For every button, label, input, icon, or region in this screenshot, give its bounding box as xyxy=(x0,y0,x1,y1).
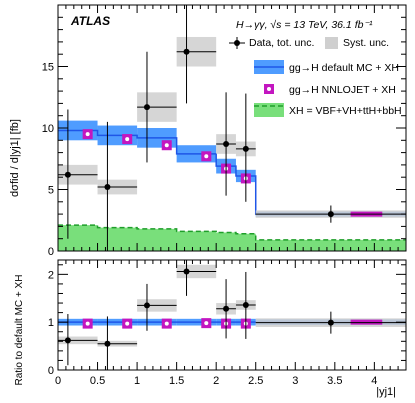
xh-fill xyxy=(58,225,406,251)
ratio-panel: 0 1 2 0 0.5 1 1.5 2 2.5 3 3.5 4 xyxy=(48,259,407,387)
x-tick-label: 2 xyxy=(213,375,219,387)
legend-xh-label: XH = VBF+VH+ttH+bbH xyxy=(289,105,402,117)
y-tick-label: 1 xyxy=(48,317,54,329)
main-y-axis-label: dσfid / d|yj1| [fb] xyxy=(9,119,21,197)
nnlojet-marker-dot xyxy=(204,321,209,326)
x-tick-label: 2.5 xyxy=(248,375,263,387)
data-point xyxy=(242,301,249,308)
legend-nnlojet-label: gg→H NNLOJET + XH xyxy=(289,84,396,96)
legend-syst-label: Syst. unc. xyxy=(343,37,389,49)
legend-syst-swatch xyxy=(325,37,338,49)
x-tick-label: 0 xyxy=(55,375,61,387)
nnlojet-marker-dot xyxy=(164,321,169,326)
data-point xyxy=(327,319,334,326)
y-tick-label: 0 xyxy=(48,246,54,258)
atlas-label: ATLAS xyxy=(70,14,110,28)
y-tick-label: 15 xyxy=(42,62,54,74)
data-point xyxy=(143,302,150,309)
data-point xyxy=(64,171,71,178)
x-tick-label: 3.5 xyxy=(327,375,342,387)
process-label: H→γγ, √s = 13 TeV, 36.1 fb⁻¹ xyxy=(236,19,373,31)
x-tick-label: 3 xyxy=(292,375,298,387)
x-tick-label: 1.5 xyxy=(169,375,184,387)
y-tick-label: 2 xyxy=(48,269,54,281)
legend-xh-swatch xyxy=(254,103,284,117)
nnlojet-marker-dot xyxy=(125,137,130,142)
nnlojet-marker-dot xyxy=(164,143,169,148)
legend-data-label: Data, tot. unc. xyxy=(249,37,314,49)
x-tick-label: 4 xyxy=(371,375,377,387)
data-point xyxy=(104,184,111,191)
data-point xyxy=(104,340,111,347)
x-axis-label: |yj1| xyxy=(376,386,396,398)
x-tick-label: 0.5 xyxy=(90,375,105,387)
xh-line xyxy=(58,224,406,241)
legend-nnlojet-dot xyxy=(267,87,271,91)
data-point xyxy=(183,48,190,55)
x-tick-label: 1 xyxy=(134,375,140,387)
nnlojet-marker-dot xyxy=(204,154,209,159)
nnlojet-marker-dot xyxy=(85,321,90,326)
data-point xyxy=(223,305,230,312)
nnlojet-marker-dot xyxy=(85,132,90,137)
y-tick-label: 0 xyxy=(48,365,54,377)
data-point xyxy=(183,268,190,275)
data-point xyxy=(64,337,71,344)
legend: Data, tot. unc. Syst. unc. gg→H default MC… xyxy=(229,37,402,117)
legend-default-label: gg→H default MC + XH xyxy=(289,62,399,74)
legend-data-marker xyxy=(234,40,240,46)
data-point xyxy=(242,145,249,152)
nnlojet-marker-dot xyxy=(125,321,130,326)
data-point xyxy=(143,104,150,111)
data-point xyxy=(327,211,334,218)
data-point xyxy=(223,140,230,147)
y-tick-label: 10 xyxy=(42,123,54,135)
default-mc-line xyxy=(58,129,406,215)
ratio-y-axis-label: Ratio to default MC + XH xyxy=(14,275,25,386)
y-tick-label: 5 xyxy=(48,185,54,197)
main-panel: 0 5 10 15 xyxy=(42,4,407,258)
